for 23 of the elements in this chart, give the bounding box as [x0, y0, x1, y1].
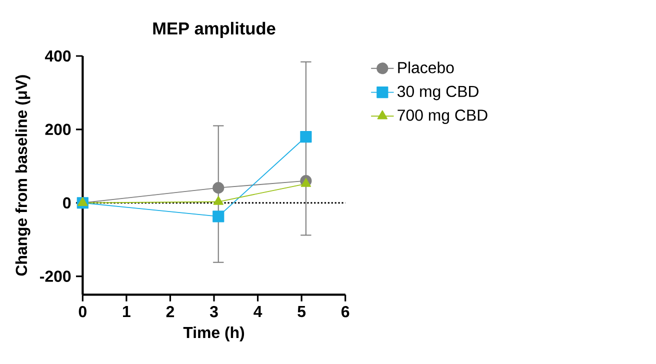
- x-tick-label: 6: [341, 306, 350, 318]
- x-tick-label: 1: [123, 306, 130, 317]
- x-tick-label: 2: [166, 306, 174, 318]
- y-axis-title: Change from baseline (μV): [15, 75, 30, 276]
- point: [300, 178, 312, 187]
- chart-title: MEP amplitude: [153, 22, 276, 38]
- x-tick-label: 0: [78, 306, 86, 318]
- y-tick-label: 200: [45, 124, 71, 136]
- point: [213, 196, 224, 205]
- x-tick-label: 4: [254, 306, 262, 317]
- y-tick-label: 0: [63, 197, 71, 209]
- x-tick-label: 3: [210, 306, 218, 318]
- legend-label: 700 mg CBD: [398, 110, 488, 124]
- x-axis-title: Time (h): [183, 326, 244, 342]
- point: [78, 197, 88, 206]
- legend-label: Placebo: [398, 62, 454, 74]
- legend-label: 30 mg CBD: [397, 86, 478, 100]
- y-tick-label: 400: [44, 50, 71, 62]
- y-tick-label: -200: [40, 270, 71, 282]
- point: [300, 130, 312, 143]
- point: [212, 210, 224, 222]
- point: [212, 182, 224, 194]
- x-tick-label: 5: [298, 306, 306, 318]
